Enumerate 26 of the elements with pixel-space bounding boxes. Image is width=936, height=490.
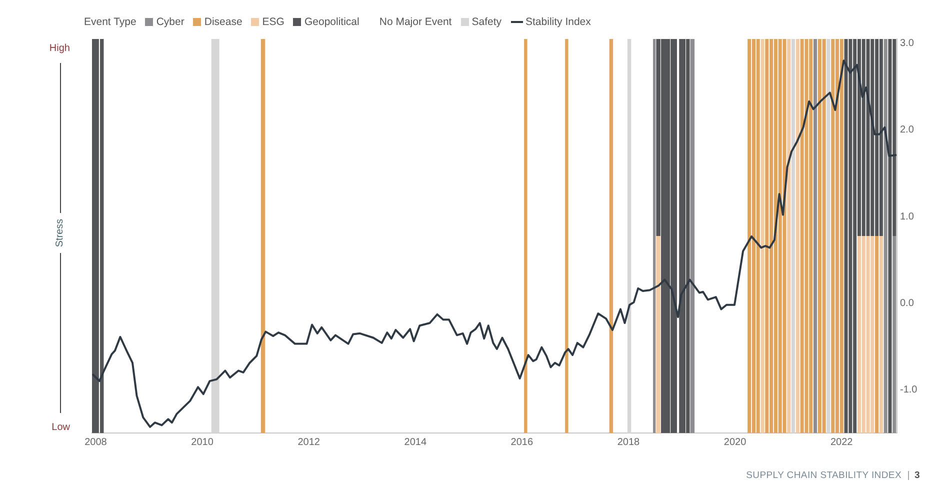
y-tick-label: 1.0	[900, 211, 914, 222]
text: 3	[914, 470, 920, 481]
legend-title: Event Type	[84, 16, 136, 28]
legend-label: Cyber	[156, 16, 184, 28]
text: Low	[52, 422, 70, 433]
text: No Major Event	[379, 16, 452, 28]
x-tick-label: 2010	[191, 436, 214, 448]
x-tick-label: 2008	[84, 436, 108, 448]
legend-label: Disease	[204, 16, 242, 28]
x-tick-label: 2022	[830, 436, 854, 448]
legend-label: Geopolitical	[304, 16, 360, 28]
y-tick-label: -1.0	[900, 384, 918, 396]
legend-label: ESG	[262, 16, 284, 28]
legend-label: Stability Index	[526, 16, 591, 28]
legend-label: Safety	[472, 16, 502, 28]
text: SUPPLY CHAIN STABILITY INDEX	[746, 470, 902, 481]
y-tick-label: 3.0	[900, 38, 914, 50]
y-axis-title: Stress	[54, 218, 66, 248]
text: High	[49, 43, 70, 54]
y-tick-label: 2.0	[900, 124, 914, 136]
x-tick-label: 2020	[724, 436, 747, 448]
x-tick-label: 2014	[404, 436, 427, 448]
x-tick-label: 2012	[298, 436, 320, 448]
y-tick-label: 0.0	[900, 298, 914, 309]
x-tick-label: 2018	[617, 436, 640, 448]
x-tick-label: 2016	[510, 436, 534, 448]
